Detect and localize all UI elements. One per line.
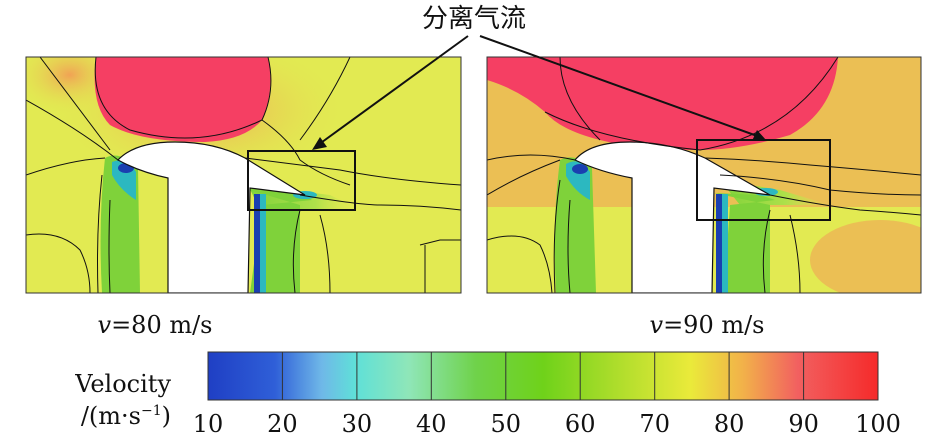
panel-left-contour	[26, 57, 461, 293]
colorbar-tick-label: 20	[267, 410, 298, 438]
colorbar-tick-label: 70	[639, 410, 670, 438]
colorbar-title-line2: /(m·s−1)	[81, 402, 171, 430]
panel-right-contour	[487, 57, 921, 293]
colorbar-title-close: )	[162, 402, 171, 430]
arrowheads	[312, 130, 766, 150]
colorbar-tick-label: 10	[193, 410, 224, 438]
panel-right-frame	[486, 56, 922, 294]
colorbar-tick-label: 90	[788, 410, 819, 438]
caption-right-v: v	[650, 311, 664, 339]
colorbar-tick-label: 30	[342, 410, 373, 438]
separation-box-left	[247, 150, 356, 211]
colorbar-title-line1: Velocity	[74, 370, 171, 398]
panel-left-frame	[25, 56, 462, 294]
caption-right: v=90 m/s	[650, 311, 765, 339]
colorbar-title-sup: −1	[141, 403, 162, 419]
colorbar-ticks: 10 20 30 40 50 60 70 80 90 100	[193, 410, 901, 438]
airfoil-body-right	[574, 141, 771, 293]
caption-left-v: v	[98, 311, 112, 339]
colorbar-tick-label: 60	[565, 410, 596, 438]
colorbar-tick-label: 50	[491, 410, 522, 438]
colorbar-dividers	[281, 352, 805, 400]
colorbar-tick-label: 80	[714, 410, 745, 438]
airfoil-body-left	[117, 141, 306, 293]
colorbar-title-unit: /(m·s	[81, 402, 141, 430]
annotation-label: 分离气流	[422, 4, 526, 34]
colorbar-tick-label: 40	[416, 410, 447, 438]
caption-right-rest: =90 m/s	[663, 311, 764, 339]
caption-left: v=80 m/s	[98, 311, 213, 339]
high-speed-region-right	[487, 57, 838, 150]
caption-left-rest: =80 m/s	[111, 311, 212, 339]
colorbar-gradient	[207, 351, 879, 401]
colorbar-tick-label: 100	[855, 410, 901, 438]
high-speed-region-left	[94, 57, 271, 142]
annotation-arrows	[317, 35, 761, 146]
